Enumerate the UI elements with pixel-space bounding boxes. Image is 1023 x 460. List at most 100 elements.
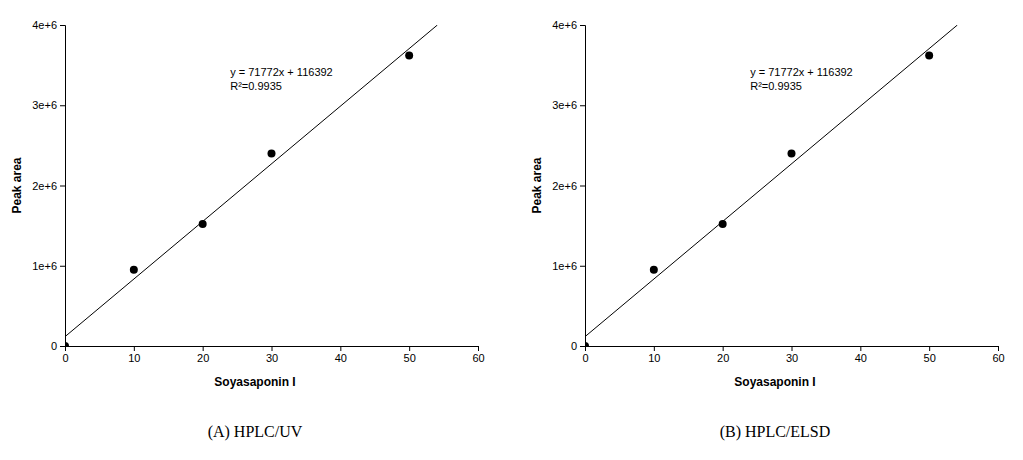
- chart-title: (A) HPLC/UV: [208, 423, 303, 441]
- x-tick-label: 40: [855, 352, 867, 364]
- y-tick-mark: [580, 25, 585, 26]
- x-tick: 50: [924, 346, 936, 364]
- x-tick: 0: [582, 346, 588, 364]
- x-tick-label: 20: [197, 352, 209, 364]
- x-tick-label: 30: [266, 352, 278, 364]
- y-tick: 3e+6: [32, 99, 65, 111]
- y-tick-label: 0: [51, 340, 57, 352]
- x-tick-mark: [654, 346, 655, 351]
- y-tick-mark: [580, 346, 585, 347]
- data-point: [405, 51, 413, 59]
- y-tick-label: 1e+6: [552, 260, 577, 272]
- x-tick-mark: [340, 346, 341, 351]
- x-tick-label: 50: [404, 352, 416, 364]
- y-axis: 0 1e+6 2e+6 3e+6 4e+6: [32, 19, 65, 352]
- y-tick-label: 1e+6: [32, 260, 57, 272]
- y-tick-label: 3e+6: [552, 99, 577, 111]
- data-point: [268, 149, 276, 157]
- x-tick-mark: [860, 346, 861, 351]
- canvas: 0 10 20 30 40 50 60 0 1e+6 2e+6 3e+6 4e+6 Soyasaponi…: [0, 0, 1023, 460]
- y-axis-title: Peak area: [530, 157, 544, 213]
- x-axis-line: [66, 347, 479, 352]
- y-tick: 2e+6: [552, 180, 585, 192]
- x-tick-label: 60: [992, 352, 1004, 364]
- y-tick-mark: [60, 105, 65, 106]
- plot-area: [585, 25, 957, 346]
- x-tick-mark: [134, 346, 135, 351]
- y-tick: 3e+6: [552, 99, 585, 111]
- x-tick: 40: [855, 346, 867, 364]
- y-tick-mark: [580, 266, 585, 267]
- x-tick-mark: [478, 346, 479, 351]
- x-tick: 20: [717, 346, 729, 364]
- y-tick-mark: [60, 25, 65, 26]
- x-tick: 30: [786, 346, 798, 364]
- y-tick-label: 2e+6: [552, 180, 577, 192]
- chart-title: (B) HPLC/ELSD: [720, 423, 831, 441]
- x-tick: 10: [648, 346, 660, 364]
- y-tick: 1e+6: [552, 260, 585, 272]
- annotation: y = 71772x + 116392: [230, 66, 333, 78]
- y-axis: 0 1e+6 2e+6 3e+6 4e+6: [552, 19, 585, 352]
- x-tick-mark: [792, 346, 793, 351]
- x-tick: 50: [404, 346, 416, 364]
- x-tick-mark: [998, 346, 999, 351]
- x-tick: 40: [335, 346, 347, 364]
- x-tick: 20: [197, 346, 209, 364]
- x-tick-label: 20: [717, 352, 729, 364]
- y-axis-line: [60, 26, 66, 347]
- x-tick-label: 30: [786, 352, 798, 364]
- trend-line: [585, 25, 957, 337]
- x-axis-title: Soyasaponin I: [734, 375, 815, 389]
- x-tick-label: 40: [335, 352, 347, 364]
- x-axis-line: [586, 347, 999, 352]
- y-tick: 4e+6: [32, 19, 65, 31]
- y-tick-mark: [580, 186, 585, 187]
- x-tick: 60: [992, 346, 1004, 364]
- y-axis-title: Peak area: [10, 157, 24, 213]
- chart-panel: 0 10 20 30 40 50 60 0 1e+6 2e+6 3e+6 4e+6 Soyasaponi…: [530, 19, 1005, 441]
- x-tick-label: 50: [924, 352, 936, 364]
- x-tick-mark: [203, 346, 204, 351]
- y-tick-label: 4e+6: [32, 19, 57, 31]
- y-tick-label: 3e+6: [32, 99, 57, 111]
- y-tick: 0: [571, 340, 585, 352]
- data-point: [788, 149, 796, 157]
- y-tick-label: 0: [571, 340, 577, 352]
- annotation: R²=0.9935: [750, 80, 802, 92]
- y-tick-mark: [60, 186, 65, 187]
- y-tick-label: 2e+6: [32, 180, 57, 192]
- x-tick-label: 10: [648, 352, 660, 364]
- data-point: [650, 266, 658, 274]
- data-point: [925, 51, 933, 59]
- x-tick-label: 0: [62, 352, 68, 364]
- x-tick-mark: [929, 346, 930, 351]
- y-tick: 4e+6: [552, 19, 585, 31]
- x-axis: 0 10 20 30 40 50 60: [62, 346, 484, 364]
- x-tick-label: 60: [472, 352, 484, 364]
- y-tick: 0: [51, 340, 65, 352]
- annotation: y = 71772x + 116392: [750, 66, 853, 78]
- x-tick-mark: [272, 346, 273, 351]
- y-tick-mark: [580, 105, 585, 106]
- y-tick-mark: [60, 346, 65, 347]
- y-tick-label: 4e+6: [552, 19, 577, 31]
- x-axis: 0 10 20 30 40 50 60: [582, 346, 1004, 364]
- x-tick-label: 10: [128, 352, 140, 364]
- x-tick: 0: [62, 346, 68, 364]
- x-tick: 60: [472, 346, 484, 364]
- x-tick: 30: [266, 346, 278, 364]
- plot-area: [65, 25, 437, 346]
- x-tick-mark: [409, 346, 410, 351]
- y-tick: 2e+6: [32, 180, 65, 192]
- annotation: R²=0.9935: [230, 80, 282, 92]
- x-tick-label: 0: [582, 352, 588, 364]
- x-tick: 10: [128, 346, 140, 364]
- x-axis-title: Soyasaponin I: [214, 375, 295, 389]
- data-point: [130, 266, 138, 274]
- x-tick-mark: [723, 346, 724, 351]
- y-tick-mark: [60, 266, 65, 267]
- y-tick: 1e+6: [32, 260, 65, 272]
- trend-line: [65, 25, 437, 337]
- chart-panel: 0 10 20 30 40 50 60 0 1e+6 2e+6 3e+6 4e+6 Soyasaponi…: [10, 19, 485, 441]
